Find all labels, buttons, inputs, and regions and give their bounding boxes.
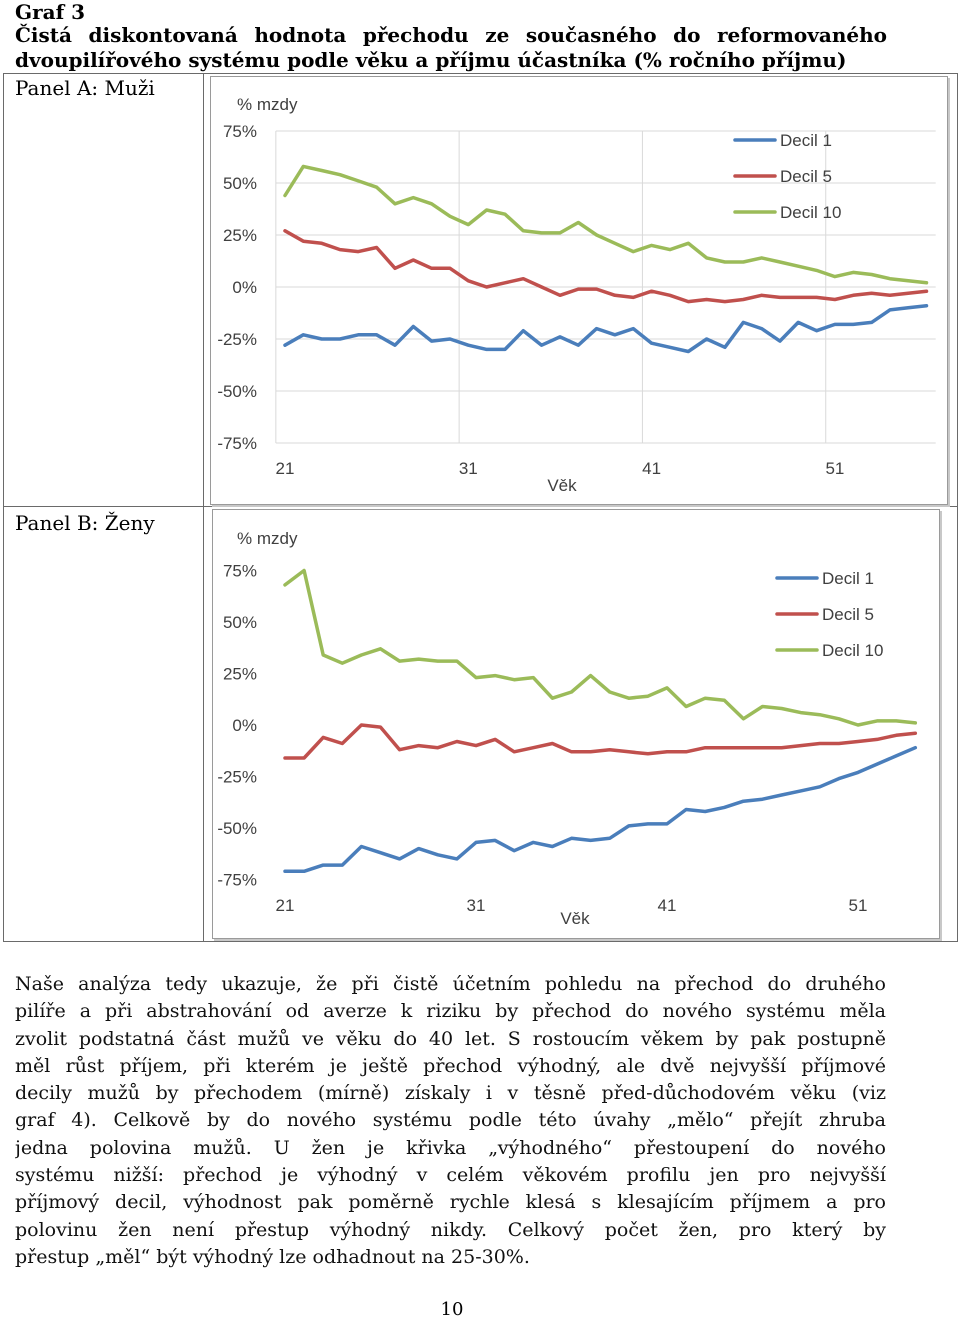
x-tick-label: 31	[467, 896, 486, 915]
figure-title-line-2: dvoupilířového systému podle věku a příj…	[15, 48, 847, 72]
body-paragraph: Naše analýza tedy ukazuje, že při čistě …	[15, 971, 886, 1271]
series-line-decil-5	[283, 229, 929, 304]
y-tick-label: 75%	[223, 562, 257, 581]
series-line-decil-1	[283, 745, 918, 874]
series-line-decil-10	[283, 568, 918, 727]
panel-b-label: Panel B: Ženy	[15, 511, 155, 535]
paragraph-line: jedna polovina mužů. U žen je křivka „vý…	[15, 1136, 886, 1159]
y-axis-title: % mzdy	[237, 95, 298, 114]
figure-number: Graf 3	[15, 0, 86, 24]
paragraph-line: decily mužů by přechodem (mírně) získaly…	[15, 1082, 886, 1105]
x-tick-label: 41	[658, 896, 677, 915]
legend-label-decil-1: Decil 1	[822, 569, 874, 588]
y-tick-label: 75%	[223, 122, 257, 141]
y-tick-label: 50%	[223, 613, 257, 632]
y-tick-label: 25%	[223, 665, 257, 684]
legend-label-decil-10: Decil 10	[822, 641, 883, 660]
legend-label-decil-5: Decil 5	[780, 167, 832, 186]
y-tick-label: -50%	[217, 382, 257, 401]
table-column-divider	[203, 73, 204, 942]
x-tick-label: 21	[276, 896, 295, 915]
x-tick-label: 21	[276, 459, 295, 478]
y-tick-label: 25%	[223, 226, 257, 245]
legend-label-decil-5: Decil 5	[822, 605, 874, 624]
legend-label-decil-1: Decil 1	[780, 131, 832, 150]
series-line-decil-5	[283, 723, 918, 760]
y-tick-label: 0%	[232, 278, 257, 297]
page-number: 10	[440, 1299, 464, 1320]
table-row-divider	[3, 506, 958, 507]
y-tick-label: 50%	[223, 174, 257, 193]
y-tick-label: -75%	[217, 434, 257, 453]
series-line-decil-10	[283, 164, 929, 285]
chart-panel-a-plot: 75% 50% 25% 0% -25% -50% -75% % mzdy 21 31 41 51 Věk…	[217, 95, 936, 495]
paragraph-line: pilíře a při abstrahování od averze k ri…	[15, 1000, 886, 1023]
chart-panel-a: 75% 50% 25% 0% -25% -50% -75% % mzdy 21 31 41 51 Věk…	[210, 76, 948, 505]
y-tick-label: -50%	[217, 819, 257, 838]
panel-a-label: Panel A: Muži	[15, 76, 155, 100]
paragraph-line: příjmový decil, výhodnost pak poměrně ry…	[15, 1191, 886, 1214]
x-tick-label: 51	[849, 896, 868, 915]
y-axis-title: % mzdy	[237, 529, 298, 548]
paragraph-line: měl růst příjem, při kterém je ještě pře…	[15, 1054, 886, 1077]
x-tick-label: 41	[642, 459, 661, 478]
series-line-decil-1	[283, 303, 929, 354]
y-tick-label: -75%	[217, 871, 257, 890]
paragraph-line: Naše analýza tedy ukazuje, že při čistě …	[15, 973, 886, 995]
paragraph-line: graf 4). Celkově by do nového systému po…	[15, 1109, 886, 1132]
figure-title-line-1: Čistá diskontovaná hodnota přechodu ze s…	[15, 23, 887, 47]
paragraph-line: zvolit podstatná část mužů ve věku do 40…	[15, 1027, 886, 1050]
chart-panel-b-plot: 75% 50% 25% 0% -25% -50% -75% % mzdy 21 31 41 51 Věk…	[217, 529, 918, 928]
paragraph-line: přestup „měl“ být výhodný lze odhadnout …	[15, 1245, 530, 1268]
x-tick-label: 31	[459, 459, 478, 478]
paragraph-line: systému nižší: přechod je výhodný v celé…	[15, 1164, 886, 1187]
x-axis-title: Věk	[547, 476, 577, 495]
y-tick-label: -25%	[217, 768, 257, 787]
chart-panel-b: 75% 50% 25% 0% -25% -50% -75% % mzdy 21 31 41 51 Věk…	[212, 509, 940, 939]
x-axis-title: Věk	[560, 909, 590, 928]
y-tick-label: -25%	[217, 330, 257, 349]
legend-label-decil-10: Decil 10	[780, 203, 841, 222]
paragraph-line: polovinu žen není přestup výhodný nikdy.…	[15, 1218, 886, 1241]
figure-table-frame	[3, 73, 958, 942]
x-tick-label: 51	[825, 459, 844, 478]
y-tick-label: 0%	[232, 716, 257, 735]
